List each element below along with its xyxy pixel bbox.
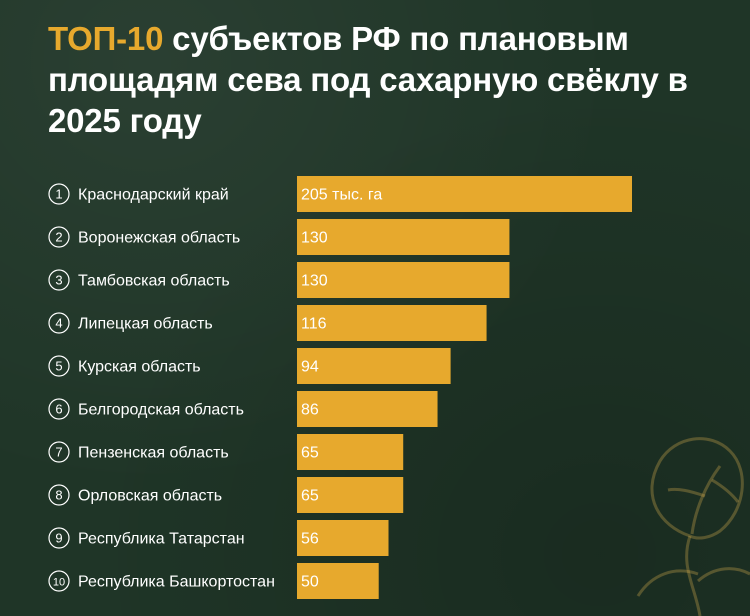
rank-circle xyxy=(48,269,70,291)
rank-number: 6 xyxy=(55,402,62,417)
rank-circle xyxy=(48,226,70,248)
value-label: 116 xyxy=(301,316,327,333)
value-label: 56 xyxy=(301,531,319,548)
rank-circle xyxy=(48,570,70,592)
leaf-decoration-icon xyxy=(636,437,750,616)
rank-number: 7 xyxy=(55,445,62,460)
rank-number: 9 xyxy=(55,531,62,546)
bar xyxy=(297,520,389,556)
rank-circle xyxy=(48,355,70,377)
category-label: Липецкая область xyxy=(78,316,213,333)
category-label: Белгородская область xyxy=(78,402,244,419)
bar xyxy=(297,391,438,427)
rank-number: 8 xyxy=(55,488,62,503)
category-label: Орловская область xyxy=(78,488,222,505)
value-label: 86 xyxy=(301,402,319,419)
rank-number: 2 xyxy=(55,230,62,245)
bar xyxy=(297,262,510,298)
rank-circle xyxy=(48,484,70,506)
bar xyxy=(297,434,404,470)
value-label: 65 xyxy=(301,488,319,505)
rank-circle xyxy=(48,398,70,420)
category-label: Пензенская область xyxy=(78,445,229,462)
category-label: Республика Татарстан xyxy=(78,531,245,548)
rank-circle xyxy=(48,527,70,549)
value-label: 205 тыс. га xyxy=(301,187,382,204)
bar xyxy=(297,219,510,255)
bar xyxy=(297,176,632,212)
rank-number: 4 xyxy=(55,316,62,331)
rank-circle xyxy=(48,183,70,205)
rank-circle xyxy=(48,312,70,334)
rank-number: 10 xyxy=(53,577,65,589)
value-label: 130 xyxy=(301,273,328,290)
rank-number: 1 xyxy=(55,187,62,202)
value-label: 50 xyxy=(301,574,319,591)
category-label: Воронежская область xyxy=(78,230,240,247)
category-label: Республика Башкортостан xyxy=(78,574,275,591)
value-label: 130 xyxy=(301,230,328,247)
bar xyxy=(297,348,451,384)
rank-circle xyxy=(48,441,70,463)
value-label: 94 xyxy=(301,359,319,376)
category-label: Краснодарский край xyxy=(78,187,229,204)
category-label: Тамбовская область xyxy=(78,273,230,290)
value-label: 65 xyxy=(301,445,319,462)
page-title: ТОП-10 субъектов РФ по плановым площадям… xyxy=(48,18,708,141)
bar xyxy=(297,477,404,513)
rank-number: 5 xyxy=(55,359,62,374)
bar xyxy=(297,305,487,341)
title-rest: субъектов РФ по плановым площадям сева п… xyxy=(48,20,688,139)
bar xyxy=(297,563,379,599)
rank-number: 3 xyxy=(55,273,62,288)
category-label: Курская область xyxy=(78,359,201,376)
title-accent: ТОП-10 xyxy=(48,20,164,57)
